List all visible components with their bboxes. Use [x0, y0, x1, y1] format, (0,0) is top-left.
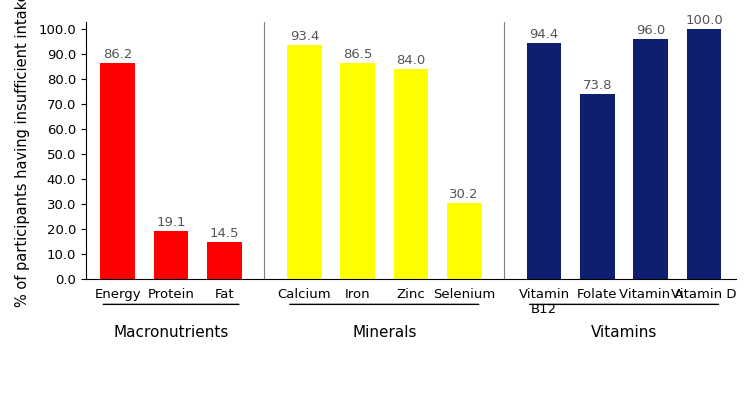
Y-axis label: % of participants having insufficient intake: % of participants having insufficient in…	[15, 0, 30, 307]
Text: 86.5: 86.5	[343, 48, 372, 61]
Text: 73.8: 73.8	[583, 79, 612, 92]
Text: 84.0: 84.0	[396, 54, 426, 67]
Text: Macronutrients: Macronutrients	[113, 325, 229, 340]
Bar	[687, 29, 721, 278]
Text: 100.0: 100.0	[686, 14, 723, 27]
Text: Vitamins: Vitamins	[591, 325, 658, 340]
Bar	[527, 43, 562, 278]
Bar	[154, 231, 189, 278]
Bar	[207, 243, 242, 278]
Bar	[580, 94, 615, 278]
Bar	[341, 63, 375, 278]
Text: 94.4: 94.4	[529, 28, 559, 41]
Text: 14.5: 14.5	[210, 228, 239, 241]
Bar	[633, 39, 668, 278]
Text: 93.4: 93.4	[290, 30, 319, 43]
Text: 19.1: 19.1	[156, 216, 186, 229]
Bar	[287, 45, 322, 278]
Bar	[100, 64, 135, 278]
Text: 30.2: 30.2	[449, 188, 479, 201]
Text: 96.0: 96.0	[636, 24, 665, 37]
Bar	[447, 203, 482, 278]
Bar	[393, 69, 428, 278]
Text: Minerals: Minerals	[352, 325, 417, 340]
Text: 86.2: 86.2	[103, 49, 132, 62]
